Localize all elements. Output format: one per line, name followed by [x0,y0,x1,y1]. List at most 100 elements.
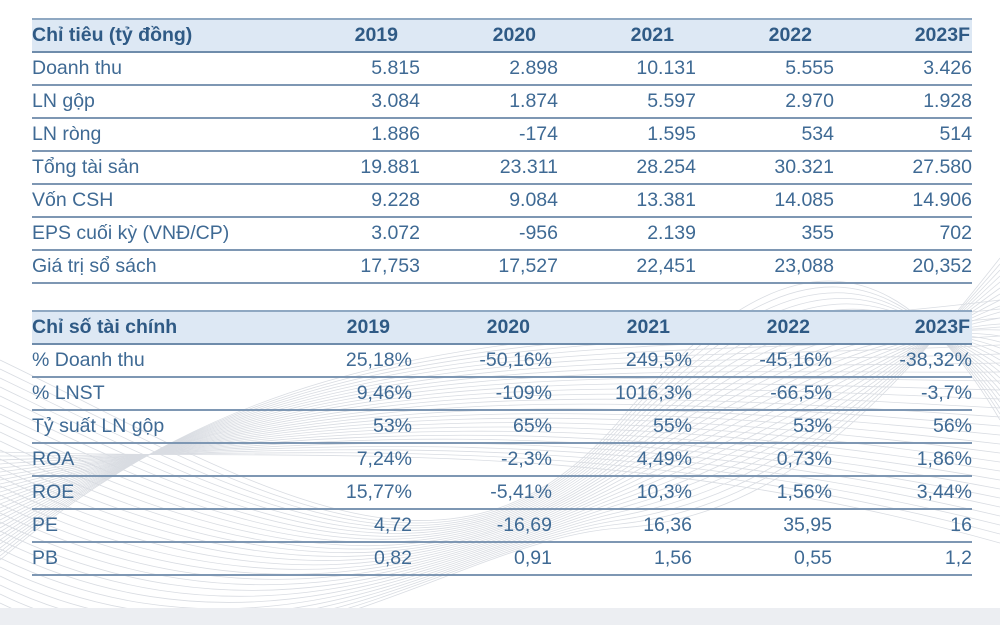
cell-value: -109% [412,377,552,411]
cell-value: 17,753 [282,250,420,284]
cell-value: 22,451 [558,250,696,284]
table-row: Tổng tài sản 19.881 23.311 28.254 30.321 27.5… [32,151,972,185]
table-row: LN ròng 1.886 -174 1.595 534 514 [32,118,972,152]
column-header-year: 2023F [832,310,972,345]
table-row: ROE 15,77% -5,41% 10,3% 1,56% 3,44% [32,476,972,510]
cell-value: 9.084 [420,184,558,218]
table-header-row: Chỉ số tài chính 2019 2020 2021 2022 202… [32,310,972,345]
cell-value: 1,56% [692,476,832,510]
cell-value: -16,69 [412,509,552,543]
cell-value: 53% [692,410,832,444]
cell-value: 0,55 [692,542,832,576]
cell-value: 3.426 [834,52,972,86]
row-label: ROE [32,476,272,510]
cell-value: 5.815 [282,52,420,86]
cell-value: 65% [412,410,552,444]
cell-value: 1.595 [558,118,696,152]
financial-ratios-table: Chỉ số tài chính 2019 2020 2021 2022 202… [32,310,972,576]
cell-value: 56% [832,410,972,444]
cell-value: 4,72 [272,509,412,543]
cell-value: 13.381 [558,184,696,218]
cell-value: 35,95 [692,509,832,543]
row-label: Tỷ suất LN gộp [32,410,272,444]
cell-value: 5.597 [558,85,696,119]
table-row: % Doanh thu 25,18% -50,16% 249,5% -45,16% -38… [32,344,972,378]
cell-value: 355 [696,217,834,251]
cell-value: 14.085 [696,184,834,218]
row-label: Giá trị sổ sách [32,250,282,284]
cell-value: 2.898 [420,52,558,86]
cell-value: 0,73% [692,443,832,477]
cell-value: 23,088 [696,250,834,284]
cell-value: 30.321 [696,151,834,185]
table-row: % LNST 9,46% -109% 1016,3% -66,5% -3,7% [32,377,972,411]
row-label: % LNST [32,377,272,411]
cell-value: 1,2 [832,542,972,576]
table-row: Tỷ suất LN gộp 53% 65% 55% 53% 56% [32,410,972,444]
column-header-metric: Chỉ tiêu (tỷ đồng) [32,18,282,53]
cell-value: 3,44% [832,476,972,510]
table-row: ROA 7,24% -2,3% 4,49% 0,73% 1,86% [32,443,972,477]
cell-value: 28.254 [558,151,696,185]
cell-value: 1,56 [552,542,692,576]
cell-value: 1.886 [282,118,420,152]
table-row: LN gộp 3.084 1.874 5.597 2.970 1.928 [32,85,972,119]
cell-value: 17,527 [420,250,558,284]
cell-value: 5.555 [696,52,834,86]
row-label: Doanh thu [32,52,282,86]
cell-value: 514 [834,118,972,152]
cell-value: 534 [696,118,834,152]
cell-value: 1.874 [420,85,558,119]
column-header-year: 2021 [552,310,692,345]
column-header-ratio: Chỉ số tài chính [32,310,272,345]
cell-value: 9,46% [272,377,412,411]
table-row: PE 4,72 -16,69 16,36 35,95 16 [32,509,972,543]
cell-value: -2,3% [412,443,552,477]
table-row: EPS cuối kỳ (VNĐ/CP) 3.072 -956 2.139 355 702 [32,217,972,251]
cell-value: 4,49% [552,443,692,477]
row-label: Vốn CSH [32,184,282,218]
cell-value: 10,3% [552,476,692,510]
cell-value: 16 [832,509,972,543]
row-label: % Doanh thu [32,344,272,378]
cell-value: -3,7% [832,377,972,411]
cell-value: 3.084 [282,85,420,119]
row-label: ROA [32,443,272,477]
row-label: PB [32,542,272,576]
row-label: LN ròng [32,118,282,152]
bottom-band [0,608,1000,625]
cell-value: 9.228 [282,184,420,218]
table-row: Doanh thu 5.815 2.898 10.131 5.555 3.426 [32,52,972,86]
cell-value: -50,16% [412,344,552,378]
cell-value: 23.311 [420,151,558,185]
cell-value: 1.928 [834,85,972,119]
table-row: PB 0,82 0,91 1,56 0,55 1,2 [32,542,972,576]
cell-value: -174 [420,118,558,152]
cell-value: 0,91 [412,542,552,576]
financial-metrics-table: Chỉ tiêu (tỷ đồng) 2019 2020 2021 2022 2… [32,18,972,284]
cell-value: 27.580 [834,151,972,185]
column-header-year: 2023F [834,18,972,53]
cell-value: 1016,3% [552,377,692,411]
cell-value: 0,82 [272,542,412,576]
table-header-row: Chỉ tiêu (tỷ đồng) 2019 2020 2021 2022 2… [32,18,972,53]
cell-value: 15,77% [272,476,412,510]
cell-value: 2.970 [696,85,834,119]
cell-value: 702 [834,217,972,251]
cell-value: 20,352 [834,250,972,284]
cell-value: 19.881 [282,151,420,185]
table-row: Giá trị sổ sách 17,753 17,527 22,451 23,088 2… [32,250,972,284]
column-header-year: 2022 [696,18,834,53]
row-label: PE [32,509,272,543]
cell-value: 14.906 [834,184,972,218]
cell-value: 55% [552,410,692,444]
column-header-year: 2021 [558,18,696,53]
cell-value: -45,16% [692,344,832,378]
cell-value: 249,5% [552,344,692,378]
cell-value: 3.072 [282,217,420,251]
cell-value: 16,36 [552,509,692,543]
row-label: LN gộp [32,85,282,119]
column-header-year: 2019 [272,310,412,345]
cell-value: -38,32% [832,344,972,378]
cell-value: 25,18% [272,344,412,378]
